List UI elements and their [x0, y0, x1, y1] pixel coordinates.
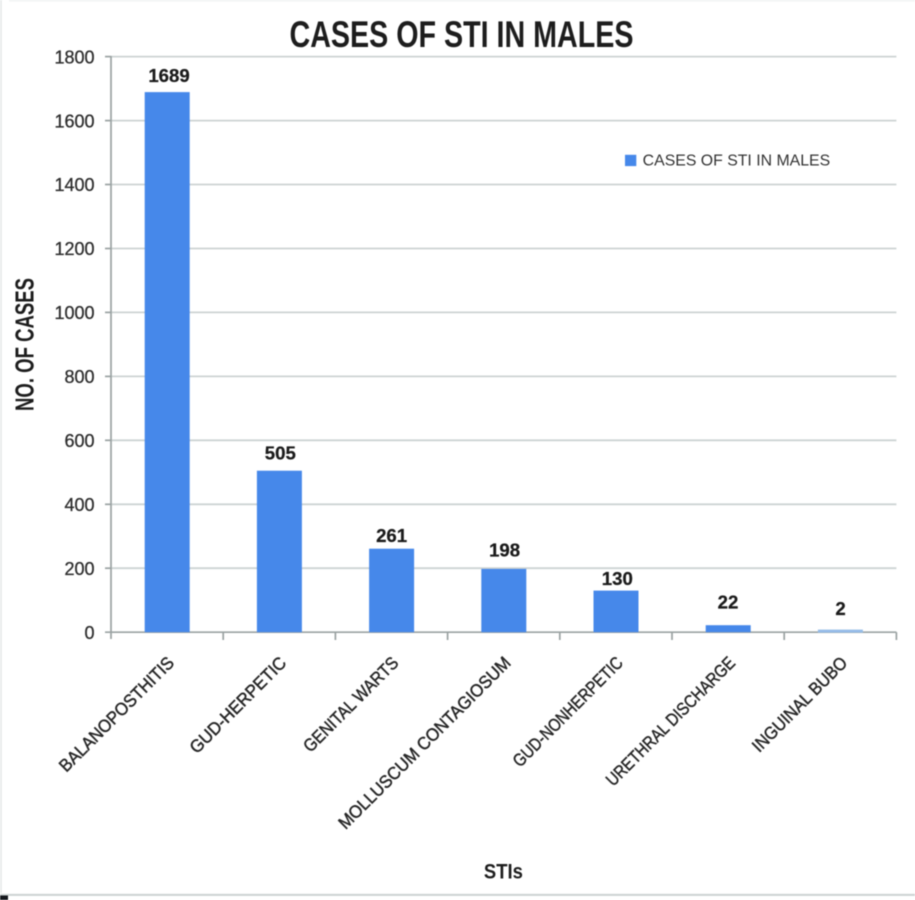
svg-text:CASES OF STI IN MALES: CASES OF STI IN MALES: [643, 152, 831, 169]
svg-text:CASES OF STI IN MALES: CASES OF STI IN MALES: [290, 14, 634, 55]
svg-text:2: 2: [835, 598, 845, 619]
svg-text:505: 505: [265, 443, 296, 464]
svg-text:1000: 1000: [54, 303, 94, 323]
svg-text:198: 198: [489, 540, 520, 561]
svg-text:STIs: STIs: [484, 860, 523, 883]
svg-text:22: 22: [718, 591, 739, 612]
svg-text:0: 0: [84, 623, 94, 643]
svg-text:800: 800: [64, 367, 94, 387]
svg-text:1200: 1200: [54, 239, 94, 259]
svg-text:261: 261: [376, 525, 407, 546]
svg-text:200: 200: [64, 559, 94, 579]
svg-text:130: 130: [602, 568, 633, 589]
svg-text:600: 600: [64, 431, 94, 451]
svg-text:400: 400: [64, 495, 94, 515]
svg-text:1689: 1689: [148, 65, 189, 86]
svg-text:1400: 1400: [54, 175, 94, 195]
svg-text:NO. OF CASES: NO. OF CASES: [10, 278, 40, 411]
svg-text:1800: 1800: [54, 47, 94, 67]
svg-text:1600: 1600: [54, 111, 94, 131]
